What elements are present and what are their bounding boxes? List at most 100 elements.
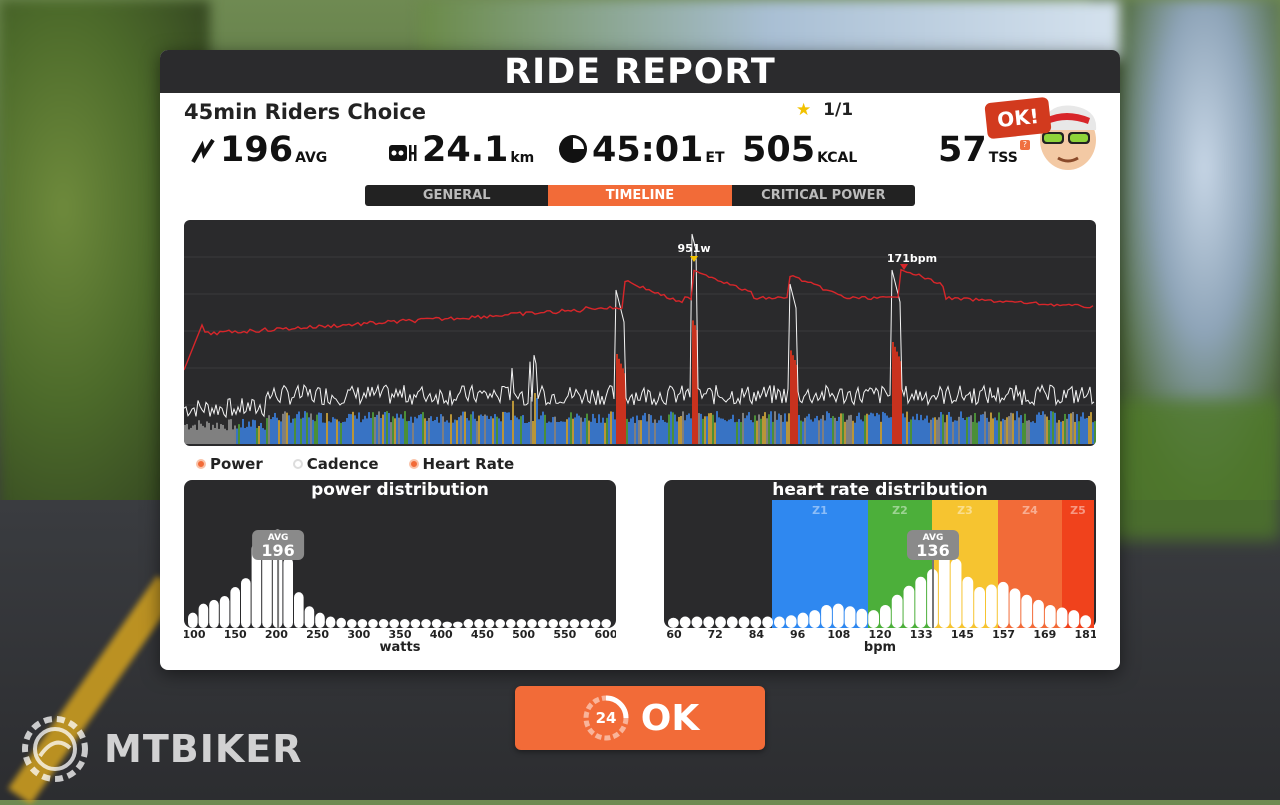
distribution-bar: [527, 619, 537, 628]
distribution-bar: [1021, 594, 1033, 628]
tick-label: 450: [471, 628, 494, 640]
avg-label: AVG: [268, 533, 289, 543]
distribution-bar: [219, 596, 230, 628]
distribution-bar: [400, 619, 410, 628]
tss-value: 57: [938, 130, 987, 170]
distribution-bar: [679, 616, 691, 628]
timeline-chart: 951w 171bpm: [184, 220, 1096, 446]
legend-power[interactable]: Power: [196, 455, 263, 473]
star-icon: ★: [796, 100, 812, 120]
elapsed-time-value: 45:01: [592, 130, 704, 170]
distribution-bar: [903, 585, 915, 628]
tick-label: 350: [389, 628, 412, 640]
tick-label: 145: [951, 628, 974, 640]
distribution-bar: [506, 619, 516, 628]
watermark-text: MTBIKER: [104, 727, 303, 771]
distribution-bar: [797, 612, 809, 628]
peak-power-label: 951w: [677, 242, 710, 255]
peak-hr-label: 171bpm: [887, 252, 937, 265]
distribution-bar: [868, 610, 879, 628]
distribution-bar: [809, 610, 821, 628]
power-distribution-axis-label: watts: [379, 640, 421, 655]
distribution-bar: [241, 578, 251, 628]
distribution-bar: [880, 604, 891, 628]
distribution-bar: [950, 558, 962, 628]
avg-marker: [252, 530, 305, 560]
heart-rate-toggle-icon: [408, 459, 419, 469]
timeline-plot: 951w 171bpm: [184, 233, 1096, 444]
distribution-bar: [821, 604, 832, 628]
legend-power-label: Power: [210, 455, 263, 473]
distribution-bar: [421, 619, 431, 628]
tick-label: 200: [265, 628, 288, 640]
distribution-bar: [537, 619, 548, 628]
calories-value: 505: [742, 130, 816, 170]
legend-heart-rate-label: Heart Rate: [422, 455, 515, 473]
panel-title: RIDE REPORT: [160, 50, 1120, 93]
hr-distribution-title: heart rate distribution: [772, 480, 988, 500]
distribution-bar: [463, 619, 474, 628]
distribution-bar: [691, 616, 703, 628]
lightning-icon: [191, 138, 215, 163]
distribution-bar: [368, 619, 378, 628]
ok-badge: OK!: [984, 96, 1052, 140]
tick-label: 300: [347, 628, 370, 640]
distribution-bar: [832, 603, 844, 628]
distribution-bar: [378, 619, 389, 628]
distribution-bar: [844, 606, 856, 628]
distribution-bar: [389, 619, 399, 628]
distribution-bar: [453, 621, 463, 628]
distribution-bar: [668, 617, 679, 628]
distribution-bar: [336, 617, 346, 628]
tick-label: 72: [708, 628, 723, 640]
tick-label: 400: [430, 628, 453, 640]
distribution-bar: [304, 606, 315, 628]
distribution-bar: [726, 616, 738, 628]
distribution-bar: [590, 619, 601, 628]
legend-heart-rate[interactable]: Heart Rate: [408, 455, 515, 473]
power-distribution-title: power distribution: [311, 480, 489, 500]
avg-value: 196: [261, 541, 294, 560]
distribution-bar: [738, 616, 750, 628]
tick-label: 96: [790, 628, 806, 640]
power-distribution-chart: AVG 196 100 150 200 250 300 350 400 450 500 550 600 …: [184, 480, 616, 655]
distribution-bar: [1009, 588, 1021, 628]
distribution-bar: [251, 543, 262, 628]
avg-value: 136: [916, 541, 949, 560]
distribution-bar: [915, 576, 927, 628]
tab-timeline[interactable]: TIMELINE: [548, 185, 732, 206]
countdown-value: 24: [595, 709, 616, 727]
distribution-bar: [548, 619, 558, 628]
distribution-bar: [188, 612, 198, 628]
calories-unit: KCAL: [817, 150, 858, 166]
distribution-bar: [474, 619, 484, 628]
power-line: [184, 233, 1095, 419]
tick-label: 133: [910, 628, 933, 640]
timeline-legend: Power Cadence Heart Rate: [196, 455, 514, 473]
ok-button[interactable]: 24 OK: [515, 686, 765, 750]
heart-rate-line: [184, 268, 1094, 371]
legend-cadence[interactable]: Cadence: [292, 455, 379, 473]
calories-stat: 505 KCAL: [742, 132, 857, 168]
gear-logo-icon: [22, 716, 88, 782]
avg-power-value: 196: [220, 130, 294, 170]
tss-help-icon[interactable]: ?: [1019, 140, 1030, 150]
distribution-bar: [856, 608, 868, 628]
tab-general[interactable]: GENERAL: [422, 188, 491, 203]
peak-hr-marker: [900, 264, 908, 270]
distribution-bar: [294, 592, 304, 628]
cyclist-avatar-icon: [1040, 105, 1097, 170]
hr-distribution-axis-label: bpm: [863, 640, 897, 655]
tab-critical-power[interactable]: CRITICAL POWER: [761, 188, 886, 203]
distribution-bar: [997, 581, 1009, 628]
distribution-bar: [580, 619, 590, 628]
avg-power-stat: 196 AVG: [190, 132, 327, 168]
avatar: OK!: [984, 96, 1106, 178]
distribution-bar: [974, 587, 985, 628]
avg-marker: [907, 530, 959, 560]
distribution-bar: [410, 619, 421, 628]
ok-button-label: OK: [640, 697, 700, 739]
tick-label: 550: [553, 628, 576, 640]
tick-label: 84: [749, 628, 765, 640]
